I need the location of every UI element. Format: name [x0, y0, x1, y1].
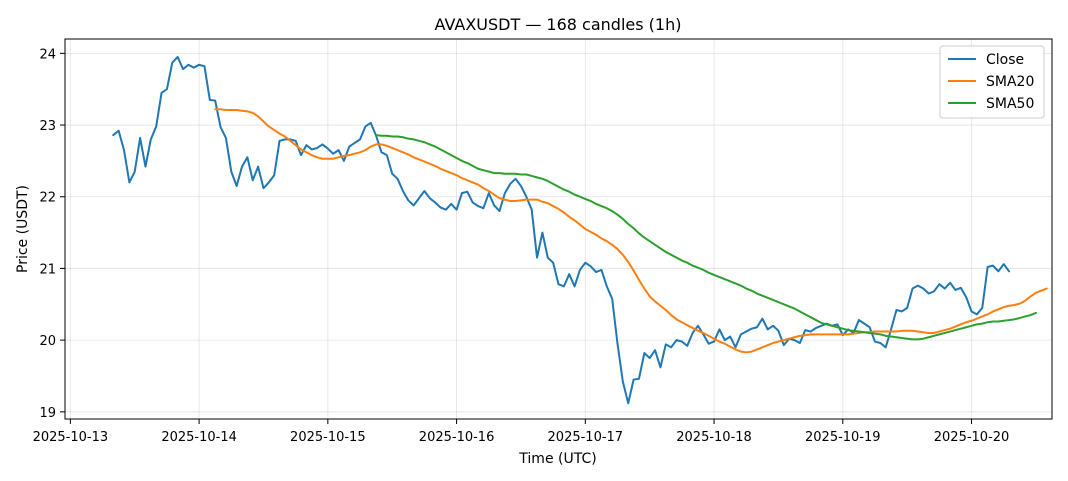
y-tick-label: 19 [39, 406, 56, 421]
y-tick-label: 22 [39, 191, 56, 206]
legend-label: SMA50 [986, 96, 1034, 112]
x-tick-label: 2025-10-13 [33, 430, 109, 445]
legend: Close SMA20 SMA50 [939, 45, 1045, 119]
series-line-close [112, 55, 1011, 405]
legend-label: SMA20 [986, 74, 1034, 90]
y-axis-label: Price (USDT) [15, 185, 31, 273]
x-axis-label: Time (UTC) [518, 451, 596, 467]
series-layer [112, 55, 1048, 405]
x-axis: 2025-10-13 2025-10-14 2025-10-15 2025-10-16… [33, 419, 1010, 445]
series-line-sma20 [214, 108, 1048, 354]
y-tick-label: 20 [39, 334, 56, 349]
y-tick-label: 24 [39, 47, 56, 62]
x-tick-label: 2025-10-15 [290, 430, 366, 445]
x-tick-label: 2025-10-16 [419, 430, 495, 445]
chart-title: AVAXUSDT — 168 candles (1h) [435, 15, 682, 34]
x-tick-label: 2025-10-18 [676, 430, 752, 445]
legend-label: Close [986, 52, 1024, 68]
legend-box [939, 45, 1045, 119]
y-tick-label: 23 [39, 119, 56, 134]
y-tick-label: 21 [39, 262, 56, 277]
plot-frame [64, 38, 1053, 420]
y-axis: 19 20 21 22 23 24 [39, 47, 65, 421]
series-line-sma50 [375, 134, 1037, 341]
x-tick-label: 2025-10-20 [934, 430, 1010, 445]
x-tick-label: 2025-10-19 [805, 430, 881, 445]
x-tick-label: 2025-10-14 [161, 430, 237, 445]
x-tick-label: 2025-10-17 [548, 430, 624, 445]
